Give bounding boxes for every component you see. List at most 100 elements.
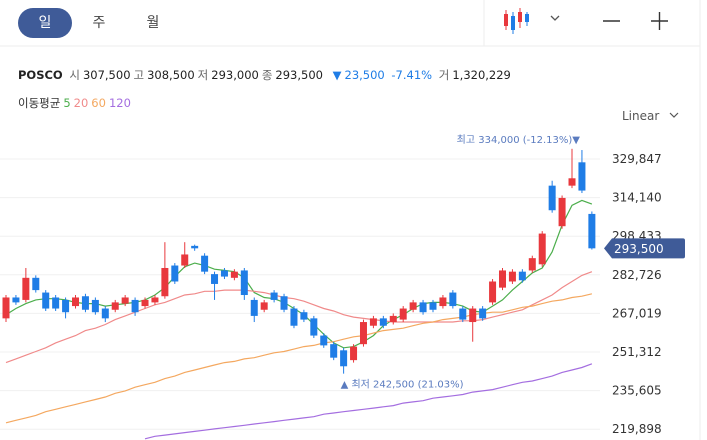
y-tick-label: 219,898 (612, 422, 662, 436)
candle-body (220, 270, 228, 277)
field-value: 293,000 (211, 68, 259, 82)
y-tick-label: 267,019 (612, 306, 662, 320)
candle (528, 255, 536, 273)
candle-body (578, 162, 586, 191)
candle (330, 341, 338, 361)
field-value: 293,500 (275, 68, 323, 82)
candle-body (181, 254, 189, 266)
ma-legend-item: 5 (63, 96, 71, 110)
candle-body (489, 281, 497, 303)
tab-week[interactable]: 주 (92, 15, 106, 31)
candle (230, 269, 238, 281)
candle (191, 244, 199, 251)
candle (91, 297, 99, 315)
zoom-in[interactable] (651, 12, 668, 30)
candle-body (131, 299, 139, 313)
candle (558, 195, 566, 229)
chart-type-icon[interactable] (504, 8, 529, 34)
candle-body (300, 312, 308, 320)
candle (72, 295, 80, 309)
ma-legend-item: 20 (73, 96, 89, 110)
high-annotation: 최고 334,000 (-12.13%)▼ (457, 134, 581, 146)
candle-body (81, 296, 89, 310)
ma-legend-item: 120 (108, 96, 131, 110)
candle (518, 269, 526, 283)
candle-body (518, 271, 526, 281)
candle-body (151, 297, 159, 303)
field-label: 저 (197, 68, 209, 82)
ma-items: 5 20 60 120 (63, 96, 134, 110)
candle (280, 293, 288, 313)
low-annotation: ▲ 최저 242,500 (21.03%) (341, 379, 464, 391)
candle-body (310, 318, 318, 336)
candle-body (359, 322, 367, 345)
y-tick-label: 314,140 (612, 191, 662, 205)
candle-body (171, 265, 179, 282)
ma-legend-item: 60 (91, 96, 106, 110)
candle (548, 180, 556, 213)
candle (141, 297, 149, 309)
candle (399, 306, 407, 323)
field-label: 고 (133, 68, 145, 82)
candle (479, 306, 487, 321)
field-label: 종 (261, 68, 273, 82)
candle-body (230, 271, 238, 278)
candle (379, 315, 387, 329)
candle (121, 295, 129, 307)
candle-body (91, 299, 99, 313)
candle (340, 347, 348, 374)
ma-line (144, 363, 593, 440)
candle-body (260, 302, 268, 310)
candle-body (558, 197, 566, 227)
candle-body (42, 292, 50, 309)
candle (588, 211, 596, 250)
chart-type-chevron[interactable] (550, 15, 560, 21)
candle-body (211, 274, 219, 284)
toolbar-icons (0, 0, 701, 60)
candle-body (449, 292, 457, 307)
candle (568, 148, 576, 189)
candle (32, 275, 40, 293)
candle-body (240, 270, 248, 296)
candle-body (379, 318, 387, 326)
candle (52, 295, 60, 311)
y-tick-label: 282,726 (612, 268, 662, 282)
candle-body (12, 297, 20, 303)
candle (211, 271, 219, 300)
candle (409, 299, 417, 313)
candle (389, 313, 397, 325)
candle-body (111, 302, 119, 310)
candle-body (32, 277, 40, 291)
candle (62, 297, 70, 319)
candle-body (479, 308, 487, 319)
candle-body (459, 308, 467, 320)
candle-body (280, 296, 288, 310)
candle (111, 299, 119, 313)
candle (171, 263, 179, 284)
y-tick-label: 329,847 (612, 152, 662, 166)
moving-averages (5, 199, 593, 440)
candle-body (350, 346, 358, 361)
quote-header: POSCO 시 307,500 고 308,500 저 293,000 종 293,500 ▼… (18, 67, 514, 83)
candle (22, 267, 30, 303)
candle (290, 306, 298, 329)
candle-body (101, 308, 109, 319)
ma-line (5, 293, 593, 424)
candle (359, 319, 367, 347)
tab-month[interactable]: 월 (146, 15, 160, 31)
scale-mode[interactable]: Linear (622, 109, 681, 123)
candle-body (270, 292, 278, 300)
change-arrow: ▼ (332, 68, 342, 82)
candle (350, 344, 358, 363)
tab-day[interactable]: 일 (18, 8, 72, 38)
stock-name: POSCO (18, 68, 63, 82)
volume-label: 거 (438, 68, 450, 82)
candle-body (508, 271, 516, 282)
candle (449, 290, 457, 309)
candle (459, 306, 467, 323)
candle (270, 290, 278, 303)
candle-body (499, 270, 506, 288)
candle (181, 242, 189, 268)
scale-chevron (669, 112, 679, 118)
